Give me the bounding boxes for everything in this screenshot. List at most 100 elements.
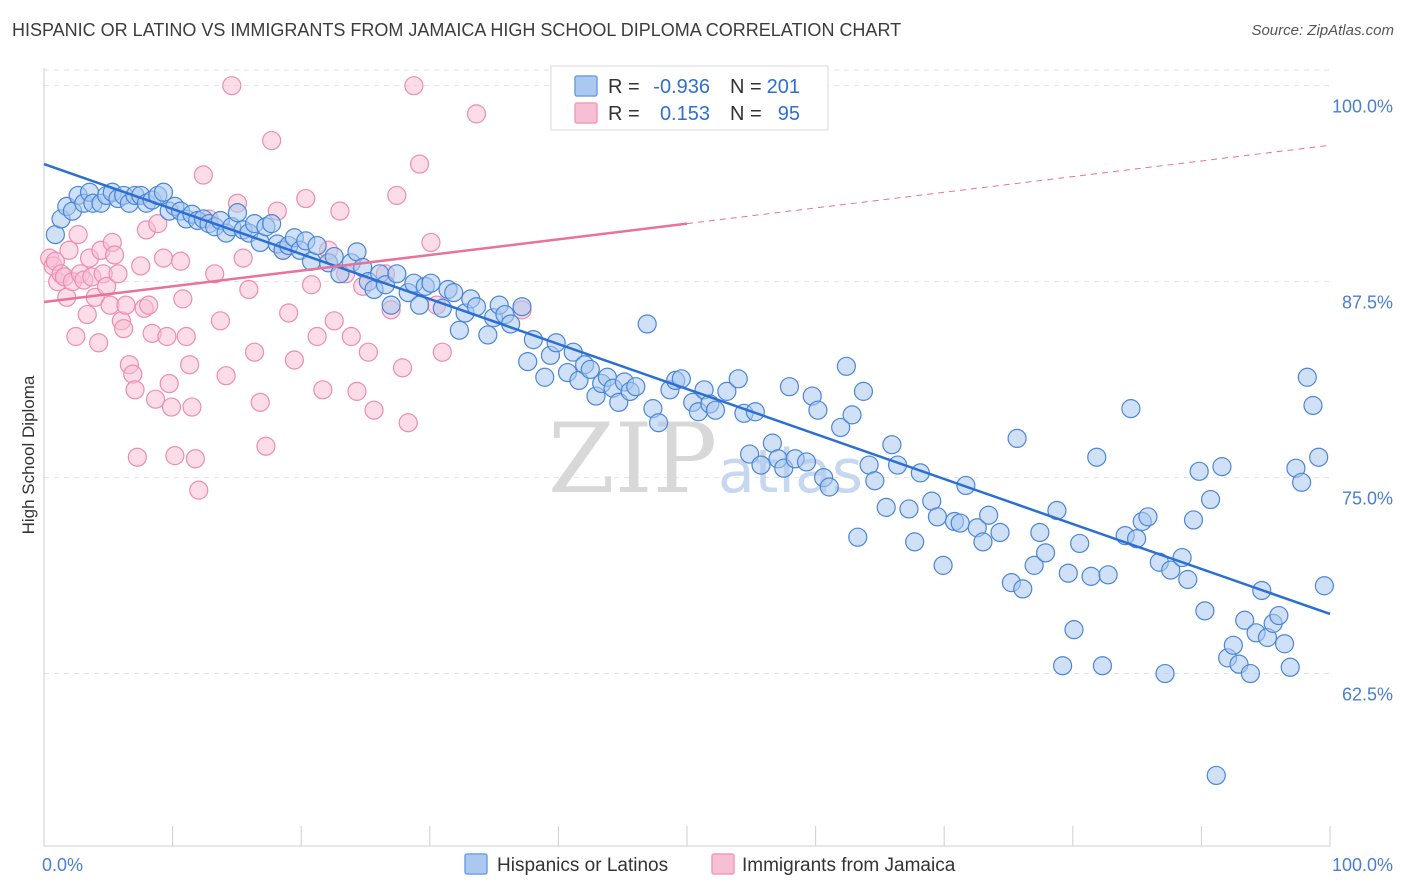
point-immigrants-from-jamaica <box>108 264 128 284</box>
point-hispanics-or-latinos <box>648 413 669 433</box>
x-tick-label-max: 100.0% <box>1332 855 1393 875</box>
point-immigrants-from-jamaica <box>59 240 79 260</box>
point-immigrants-from-jamaica <box>161 397 182 417</box>
point-immigrants-from-jamaica <box>131 256 151 276</box>
point-immigrants-from-jamaica <box>347 381 367 401</box>
legend: Hispanics or Latinos Immigrants from Jam… <box>464 853 956 876</box>
point-hispanics-or-latinos <box>1212 457 1232 477</box>
y-tick-label: 62.5% <box>1342 685 1393 705</box>
point-hispanics-or-latinos <box>1092 656 1113 676</box>
trend-line-jamaica <box>43 222 688 304</box>
stats-n-label-1: N = <box>730 76 762 98</box>
point-immigrants-from-jamaica <box>165 446 185 466</box>
point-immigrants-from-jamaica <box>157 326 177 347</box>
point-immigrants-from-jamaica <box>170 251 191 271</box>
point-hispanics-or-latinos <box>1126 529 1147 549</box>
point-immigrants-from-jamaica <box>114 319 134 339</box>
point-hispanics-or-latinos <box>1309 447 1329 467</box>
legend-swatch-hispanics <box>464 853 488 875</box>
point-immigrants-from-jamaica <box>239 279 259 300</box>
point-immigrants-from-jamaica <box>100 295 120 315</box>
point-hispanics-or-latinos <box>1070 533 1090 554</box>
legend-label-hispanics: Hispanics or Latinos <box>497 855 668 876</box>
point-hispanics-or-latinos <box>227 203 248 223</box>
point-hispanics-or-latinos <box>927 507 948 527</box>
point-immigrants-from-jamaica <box>148 214 168 234</box>
point-hispanics-or-latinos <box>933 555 953 575</box>
point-hispanics-or-latinos <box>842 405 862 425</box>
point-hispanics-or-latinos <box>518 351 538 372</box>
point-immigrants-from-jamaica <box>466 104 487 124</box>
point-hispanics-or-latinos <box>1314 576 1334 596</box>
point-immigrants-from-jamaica <box>404 76 424 96</box>
point-immigrants-from-jamaica <box>262 130 282 151</box>
point-immigrants-from-jamaica <box>216 366 236 386</box>
point-hispanics-or-latinos <box>1280 657 1300 677</box>
stats-n-value-1: 201 <box>767 76 800 98</box>
point-immigrants-from-jamaica <box>279 303 299 323</box>
point-hispanics-or-latinos <box>865 471 885 491</box>
point-hispanics-or-latinos <box>262 214 282 234</box>
point-hispanics-or-latinos <box>1172 547 1192 568</box>
point-hispanics-or-latinos <box>779 377 800 397</box>
stats-r-label-1: R = <box>608 76 640 98</box>
point-immigrants-from-jamaica <box>139 295 159 315</box>
point-hispanics-or-latinos <box>1058 563 1078 583</box>
point-hispanics-or-latinos <box>882 435 902 455</box>
point-hispanics-or-latinos <box>1064 620 1084 640</box>
point-immigrants-from-jamaica <box>341 326 361 347</box>
point-immigrants-from-jamaica <box>244 342 265 362</box>
point-hispanics-or-latinos <box>626 377 646 397</box>
point-hispanics-or-latinos <box>848 527 868 547</box>
point-immigrants-from-jamaica <box>182 397 202 417</box>
y-tick-labels: 100.0% 87.5% 75.0% 62.5% <box>1332 97 1393 705</box>
point-hispanics-or-latinos <box>1030 522 1050 543</box>
axes <box>43 68 1331 847</box>
point-hispanics-or-latinos <box>512 297 532 317</box>
point-immigrants-from-jamaica <box>176 326 196 347</box>
point-hispanics-or-latinos <box>1087 447 1107 467</box>
point-hispanics-or-latinos <box>876 497 896 517</box>
point-hispanics-or-latinos <box>1007 428 1027 449</box>
point-hispanics-or-latinos <box>1178 569 1198 590</box>
stats-n-value-2: 95 <box>778 103 800 125</box>
point-hispanics-or-latinos <box>637 314 657 334</box>
watermark-zip: ZIP <box>548 403 717 515</box>
point-hispanics-or-latinos <box>1024 555 1044 575</box>
point-hispanics-or-latinos <box>1189 461 1209 481</box>
point-hispanics-or-latinos <box>705 400 726 420</box>
point-hispanics-or-latinos <box>808 400 828 420</box>
point-hispanics-or-latinos <box>950 513 970 533</box>
trend-line-hispanics <box>43 162 1331 616</box>
point-hispanics-or-latinos <box>853 381 874 401</box>
point-hispanics-or-latinos <box>421 273 441 293</box>
point-immigrants-from-jamaica <box>145 389 166 409</box>
point-immigrants-from-jamaica <box>421 232 441 253</box>
point-hispanics-or-latinos <box>1183 510 1204 530</box>
point-hispanics-or-latinos <box>1235 610 1255 630</box>
point-hispanics-or-latinos <box>580 359 600 380</box>
point-immigrants-from-jamaica <box>296 188 316 209</box>
point-immigrants-from-jamaica <box>330 201 350 221</box>
point-hispanics-or-latinos <box>1121 399 1141 419</box>
point-hispanics-or-latinos <box>831 417 851 438</box>
point-hispanics-or-latinos <box>1292 472 1312 492</box>
point-immigrants-from-jamaica <box>68 225 88 245</box>
point-hispanics-or-latinos <box>796 452 817 472</box>
legend-swatch-jamaica <box>711 853 735 875</box>
point-immigrants-from-jamaica <box>173 289 193 309</box>
point-hispanics-or-latinos <box>899 499 919 519</box>
stats-swatch-pink <box>574 102 598 124</box>
point-immigrants-from-jamaica <box>185 449 205 469</box>
point-immigrants-from-jamaica <box>180 355 200 375</box>
point-hispanics-or-latinos <box>728 369 748 389</box>
point-hispanics-or-latinos <box>1155 663 1175 684</box>
x-tick-labels: 0.0% 100.0% <box>42 855 1393 875</box>
x-tick-label-min: 0.0% <box>42 855 83 875</box>
chart-source: Source: ZipAtlas.com <box>1251 22 1394 39</box>
point-hispanics-or-latinos <box>1303 395 1323 416</box>
point-immigrants-from-jamaica <box>432 342 452 362</box>
point-immigrants-from-jamaica <box>313 380 333 400</box>
point-hispanics-or-latinos <box>153 182 174 202</box>
point-immigrants-from-jamaica <box>324 311 344 331</box>
